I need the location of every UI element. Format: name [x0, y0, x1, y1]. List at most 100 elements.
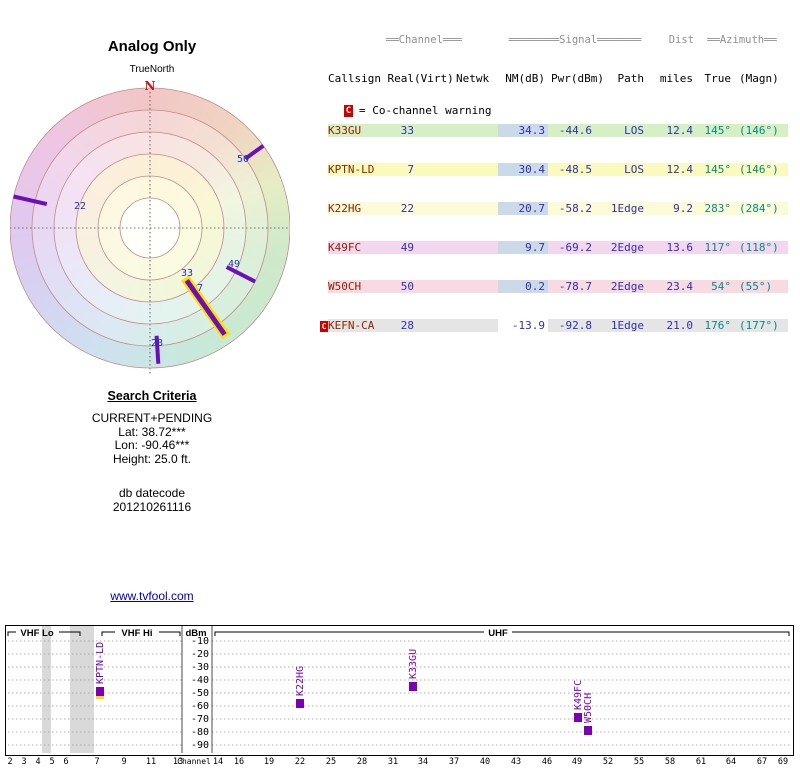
row-azimuth-magn: (55°) [739, 280, 773, 293]
group-azimuth: ══Azimuth══ [707, 34, 777, 46]
bar-k22hg [296, 699, 304, 708]
row-azimuth-true: 176° [704, 319, 732, 332]
row-azimuth-magn: (146°) [739, 163, 779, 176]
y-axis-labels: -10 -20 -30 -40 -50 -60 -70 -80 -90 [191, 636, 209, 751]
channel-tick-label: 67 [756, 757, 768, 767]
table-row: K22HG 22 20.7 -58.2 1Edge 9.2 283° (284°… [320, 202, 788, 215]
row-real-channel: 33 [400, 124, 414, 137]
signal-level-chart: VHF Lo VHF Hi dBm UHF -10 -20 -30 -40 -5… [5, 625, 794, 756]
signal-table: ══Channel═══ ════════Signal═══════ Dist … [320, 8, 788, 345]
channel-tick-label: 43 [510, 757, 522, 767]
row-real-channel: 49 [400, 241, 414, 254]
row-nm: 20.7 [498, 202, 548, 215]
row-miles: 23.4 [666, 280, 694, 293]
row-nm: 34.3 [498, 124, 548, 137]
channel-tick-label: 3 [21, 757, 27, 767]
row-miles: 9.2 [673, 202, 693, 215]
site-link-wrap: www.tvfool.com [52, 589, 252, 603]
header-magn: (Magn) [739, 72, 779, 85]
row-azimuth-true: 145° [704, 163, 732, 176]
row-nm: 30.4 [498, 163, 548, 176]
table-row: KPTN-LD 7 30.4 -48.5 LOS 12.4 145° (146°… [320, 163, 788, 176]
row-path: LOS [624, 124, 644, 137]
bar-label: K49FC [573, 680, 584, 710]
row-azimuth-true: 283° [704, 202, 732, 215]
table-header-row: Callsign Real (Virt) Netwk NM(dB) Pwr(dB… [320, 72, 788, 85]
row-path: 2Edge [610, 241, 644, 254]
svg-text:-80: -80 [191, 727, 209, 738]
table-row: W50CH 50 0.2 -78.7 2Edge 23.4 54° (55°) [320, 280, 788, 293]
header-miles: miles [659, 72, 693, 85]
header-true: True [704, 72, 732, 85]
channel-tick-label: 37 [448, 757, 460, 767]
channel-tick-label: 13 [172, 757, 184, 767]
bar-label: K33GU [408, 649, 419, 679]
header-real: Real [387, 72, 415, 85]
gridlines [8, 626, 791, 753]
row-azimuth-magn: (284°) [739, 202, 779, 215]
criteria-lon: Lon: -90.46*** [114, 438, 190, 452]
table-row: C KEFN-CA 28 -13.9 -92.8 1Edge 21.0 176°… [320, 319, 788, 332]
channel-tick-label: 34 [417, 757, 429, 767]
row-azimuth-true: 54° [711, 280, 731, 293]
svg-text:-10: -10 [191, 636, 209, 647]
row-miles: 21.0 [666, 319, 694, 332]
row-path: 1Edge [610, 319, 644, 332]
row-path: 2Edge [610, 280, 644, 293]
db-datecode-value: 201210261116 [112, 499, 192, 514]
channel-tick-label: 64 [725, 757, 737, 767]
row-pwr: -78.7 [558, 280, 592, 293]
group-channel: ══Channel═══ [386, 34, 462, 46]
row-pwr: -58.2 [558, 202, 592, 215]
channel-tick-label: 19 [263, 757, 275, 767]
spoke-label-49: 49 [228, 259, 240, 270]
svg-text:-90: -90 [191, 740, 209, 751]
row-pwr: -92.8 [558, 319, 592, 332]
co-channel-flag-icon: C [344, 104, 353, 117]
channel-axis: 2 3 4 5 6 7 9 11 13 Channel 14 16 19 22 … [0, 757, 800, 768]
row-azimuth-true: 145° [704, 124, 732, 137]
row-azimuth-magn: (177°) [739, 319, 779, 332]
uhf-label: UHF [488, 628, 508, 639]
channel-tick-label: 28 [356, 757, 368, 767]
search-criteria-heading: Search Criteria [107, 389, 197, 403]
bar-k33gu [409, 682, 417, 691]
spoke-ch49 [225, 265, 257, 284]
row-miles: 12.4 [666, 163, 694, 176]
channel-tick-label: 6 [63, 757, 69, 767]
spoke-label-33: 33 [181, 268, 193, 279]
channel-tick-label: 61 [695, 757, 707, 767]
row-callsign: W50CH [328, 280, 362, 293]
spoke-ch28 [154, 335, 161, 364]
spectrum-gap-bands [42, 626, 94, 753]
svg-text:-60: -60 [191, 701, 209, 712]
co-channel-flag-icon: C [320, 321, 328, 332]
row-real-channel: 50 [400, 280, 414, 293]
table-row: K49FC 49 9.7 -69.2 2Edge 13.6 117° (118°… [320, 241, 788, 254]
spoke-ch50 [244, 144, 265, 161]
spoke-label-28: 28 [151, 338, 163, 349]
spoke-ch22 [13, 194, 48, 207]
channel-tick-label: 31 [387, 757, 399, 767]
row-nm: -13.9 [498, 319, 548, 332]
row-callsign: KPTN-LD [328, 163, 375, 176]
channel-tick-label: 2 [7, 757, 13, 767]
vhf-hi-label: VHF Hi [121, 628, 152, 639]
channel-tick-label: 58 [664, 757, 676, 767]
bar-label: KPTN-LD [95, 642, 106, 684]
radar-crosshair [10, 92, 290, 374]
tvfool-link[interactable]: www.tvfool.com [110, 589, 194, 603]
band-brackets [7, 631, 790, 636]
row-pwr: -48.5 [558, 163, 592, 176]
channel-tick-label: 4 [35, 757, 41, 767]
bar-label: K22HG [295, 666, 306, 696]
radar-rings [10, 87, 290, 369]
row-callsign: KEFN-CA [328, 319, 375, 332]
channel-tick-label: 14 [212, 757, 224, 767]
header-nm: NM(dB) [505, 72, 545, 85]
page-title: Analog Only [107, 38, 197, 55]
row-real-channel: 7 [407, 163, 414, 176]
svg-text:-40: -40 [191, 675, 209, 686]
channel-tick-label: 46 [541, 757, 553, 767]
group-signal: ════════Signal═══════ [508, 34, 642, 46]
